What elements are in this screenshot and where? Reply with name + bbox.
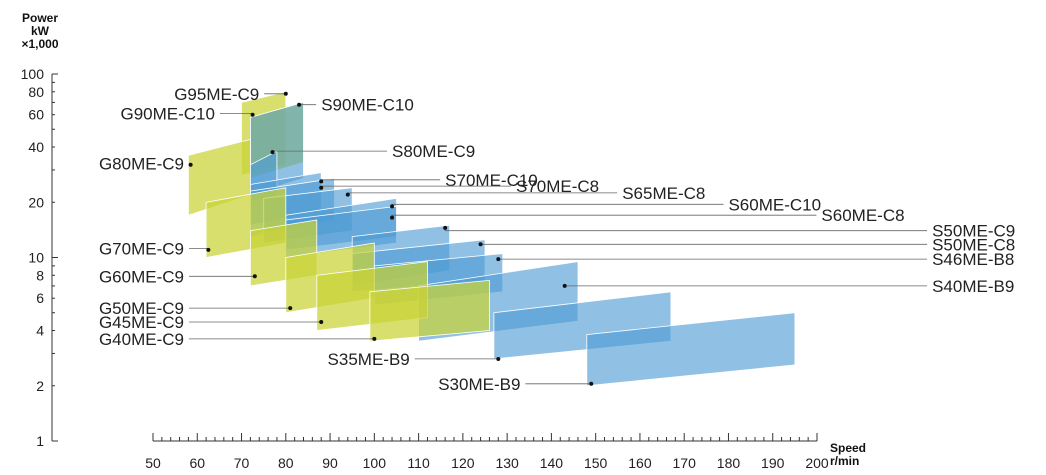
x-tick-label: 70 — [234, 455, 250, 471]
x-axis-title-line1: Speed — [830, 441, 866, 455]
x-tick-label: 200 — [805, 455, 829, 471]
point-g95me-c9 — [283, 91, 288, 96]
point-s35me-b9 — [496, 356, 501, 361]
engine-label-s46me-b8: S46ME-B8 — [932, 250, 1014, 269]
point-s70me-c8 — [319, 185, 324, 190]
engine-label-s70me-c8: S70ME-C8 — [516, 177, 599, 196]
engine-label-s50me-c8: S50ME-C8 — [932, 235, 1015, 254]
engine-label-g45me-c9: G45ME-C9 — [99, 313, 184, 332]
y-tick-label: 8 — [36, 267, 44, 283]
x-tick-label: 80 — [278, 455, 294, 471]
point-g60me-c9 — [252, 274, 257, 279]
point-s46me-b8 — [496, 257, 501, 262]
envelope-s30me-b9 — [586, 312, 796, 387]
y-tick-label: 6 — [36, 290, 44, 306]
engine-label-s60me-c10: S60ME-C10 — [728, 195, 821, 214]
engine-label-g50me-c9: G50ME-C9 — [99, 299, 184, 318]
leader-g70me-c9 — [189, 248, 209, 250]
x-axis-ticks: 50 60 70 80 90 100 110 120 130 140 150 160 170 180 190… — [145, 433, 829, 471]
engine-label-s40me-b9: S40ME-B9 — [932, 277, 1014, 296]
leader-s70me-c10 — [320, 179, 441, 182]
x-tick-label: 60 — [189, 455, 205, 471]
engine-label-s90me-c10: S90ME-C10 — [321, 96, 414, 115]
x-tick-label: 140 — [540, 455, 564, 471]
y-tick-label: 1 — [36, 433, 44, 449]
y-tick-label: 2 — [36, 378, 44, 394]
x-tick-label: 110 — [407, 455, 430, 471]
x-tick-label: 180 — [717, 455, 741, 471]
x-tick-label: 50 — [145, 455, 161, 471]
engine-label-s50me-c9: S50ME-C9 — [932, 222, 1015, 241]
point-g40me-c9 — [372, 336, 377, 341]
engine-label-s30me-b9: S30ME-B9 — [438, 375, 520, 394]
engine-label-s65me-c8: S65ME-C8 — [622, 184, 705, 203]
x-tick-label: 130 — [495, 455, 519, 471]
engine-envelopes — [187, 91, 796, 387]
point-s70me-c10 — [319, 179, 324, 184]
point-s40me-b9 — [562, 283, 567, 288]
leader-s60me-c8 — [391, 214, 817, 218]
engine-label-s80me-c9: S80ME-C9 — [392, 142, 475, 161]
y-axis-ticks: 1 2 4 6 810 20 40 60 80 100 — [21, 66, 58, 449]
engine-label-s35me-b9: S35ME-B9 — [328, 350, 410, 369]
engine-label-g90me-c10: G90ME-C10 — [120, 104, 214, 123]
point-s60me-c8 — [390, 215, 395, 220]
x-tick-label: 150 — [584, 455, 608, 471]
point-s65me-c8 — [345, 192, 350, 197]
x-tick-label: 90 — [322, 455, 338, 471]
engine-label-g60me-c9: G60ME-C9 — [99, 267, 184, 286]
y-axis-title-line3: ×1,000 — [21, 37, 58, 51]
x-tick-label: 120 — [451, 455, 475, 471]
point-s50me-c8 — [478, 242, 483, 247]
y-tick-label: 20 — [28, 194, 44, 210]
y-tick-label: 60 — [28, 107, 44, 123]
engine-label-g70me-c9: G70ME-C9 — [99, 239, 184, 258]
y-tick-label: 10 — [28, 250, 44, 266]
engine-label-g95me-c9: G95ME-C9 — [174, 85, 259, 104]
y-tick-label: 4 — [36, 323, 44, 339]
engine-label-s60me-c8: S60ME-C8 — [821, 206, 904, 225]
y-axis-title-line2: kW — [31, 24, 50, 38]
point-s80me-c9 — [270, 150, 275, 155]
envelope-g40me-c9 — [369, 279, 490, 342]
x-tick-label: 100 — [363, 455, 387, 471]
point-g45me-c9 — [319, 320, 324, 325]
x-tick-label: 190 — [761, 455, 785, 471]
point-s50me-c9 — [443, 225, 448, 230]
point-s30me-b9 — [589, 381, 594, 386]
point-g80me-c9 — [188, 162, 193, 167]
point-g50me-c9 — [288, 306, 293, 311]
y-tick-label: 80 — [28, 84, 44, 100]
x-axis-title-line2: r/min — [830, 454, 859, 468]
point-g70me-c9 — [206, 247, 211, 252]
point-s90me-c10 — [297, 102, 302, 107]
x-tick-label: 170 — [673, 455, 697, 471]
engine-label-s70me-c10: S70ME-C10 — [445, 171, 538, 190]
y-axis-title-line1: Power — [22, 11, 58, 25]
leader-s60me-c10 — [391, 203, 724, 207]
y-tick-label: 40 — [28, 139, 44, 155]
axes: 1 2 4 6 810 20 40 60 80 100 50 60 70 80 90 100 110 120 13… — [21, 11, 866, 471]
point-g90me-c10 — [250, 112, 255, 117]
leader-s50me-c9 — [444, 227, 928, 232]
engine-label-g80me-c9: G80ME-C9 — [99, 155, 184, 174]
y-tick-label: 100 — [21, 66, 45, 82]
point-s60me-c10 — [390, 204, 395, 209]
x-tick-label: 160 — [628, 455, 652, 471]
engine-label-g40me-c9: G40ME-C9 — [99, 330, 184, 349]
